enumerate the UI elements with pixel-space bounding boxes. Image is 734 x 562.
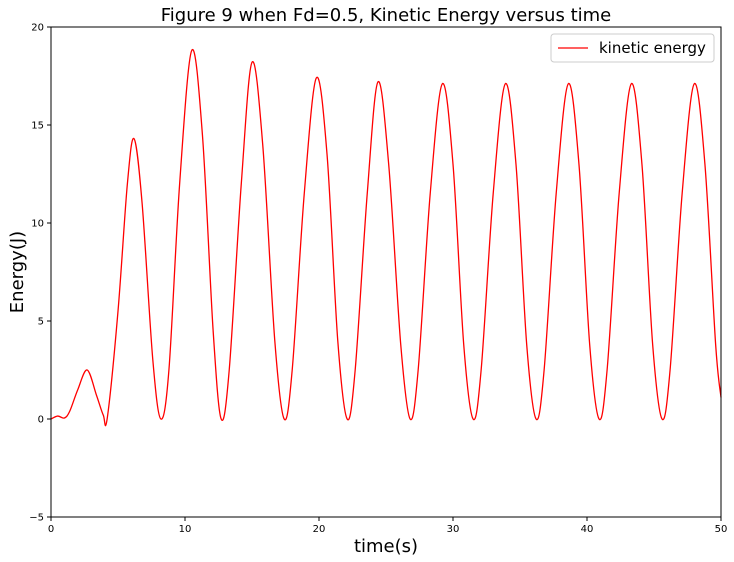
y-tick-label--5: −5 — [29, 513, 44, 524]
series-line-0 — [50, 48, 722, 427]
series-group — [50, 48, 722, 427]
legend-box — [550, 33, 715, 63]
y-tick-label-15: 15 — [31, 121, 44, 132]
x-tick-label-10: 10 — [179, 524, 192, 535]
legend: kinetic energy — [550, 33, 715, 63]
x-tick-label-30: 30 — [447, 524, 460, 535]
chart-title: Figure 9 when Fd=0.5, Kinetic Energy ver… — [161, 5, 612, 26]
x-axis-label: time(s) — [354, 536, 418, 557]
plot-frame — [50, 26, 722, 518]
y-tick-label-5: 5 — [38, 317, 44, 328]
legend-label-kinetic-energy: kinetic energy — [599, 39, 706, 57]
y-tick-label-20: 20 — [31, 23, 44, 34]
x-tick-label-0: 0 — [48, 524, 54, 535]
x-tick-label-20: 20 — [313, 524, 326, 535]
x-tick-label-40: 40 — [581, 524, 594, 535]
y-axis-label: Energy(J) — [7, 231, 28, 313]
axis-ticks: 0 10 20 30 40 50 −5 0 5 10 15 20 — [29, 23, 727, 536]
y-tick-label-10: 10 — [31, 219, 44, 230]
plot-area — [51, 27, 721, 517]
y-tick-label-0: 0 — [38, 415, 44, 426]
x-tick-label-50: 50 — [715, 524, 728, 535]
